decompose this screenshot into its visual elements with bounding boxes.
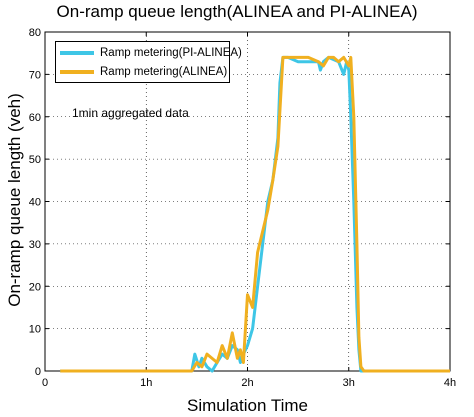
y-tick-label-0: 0 [35,366,41,378]
x-tick-label-2: 2h [241,377,253,389]
chart-title: On-ramp queue length(ALINEA and PI-ALINE… [56,2,418,21]
y-tick-label-8: 80 [29,27,41,39]
y-tick-label-4: 40 [29,197,41,209]
y-axis-label: On-ramp queue length (veh) [5,93,24,307]
x-axis-label: Simulation Time [187,396,308,415]
x-tick-label-1: 1h [140,377,152,389]
legend: Ramp metering(PI-ALINEA) Ramp metering(A… [55,41,242,83]
legend-label-alinea: Ramp metering(ALINEA) [100,66,228,78]
y-tick-label-2: 20 [29,281,41,293]
legend-swatch-alinea [60,70,94,74]
y-tick-label-7: 70 [29,69,41,81]
aggregation-note: 1min aggregated data [72,106,189,120]
x-tick-label-4: 4h [444,377,456,389]
legend-label-pi-alinea: Ramp metering(PI-ALINEA) [100,47,242,59]
legend-entry-alinea: Ramp metering(ALINEA) [60,63,227,81]
x-tick-label-3: 3h [343,377,355,389]
y-tick-label-3: 30 [29,239,41,251]
x-tick-label-0: 0 [42,377,48,389]
y-tick-label-6: 60 [29,112,41,124]
series-line-pi-alinea [60,55,450,373]
legend-swatch-pi-alinea [60,51,94,55]
legend-entry-pi-alinea: Ramp metering(PI-ALINEA) [60,44,242,62]
y-tick-label-1: 10 [29,324,41,336]
series-line-alinea [60,55,450,373]
y-tick-label-5: 50 [29,154,41,166]
